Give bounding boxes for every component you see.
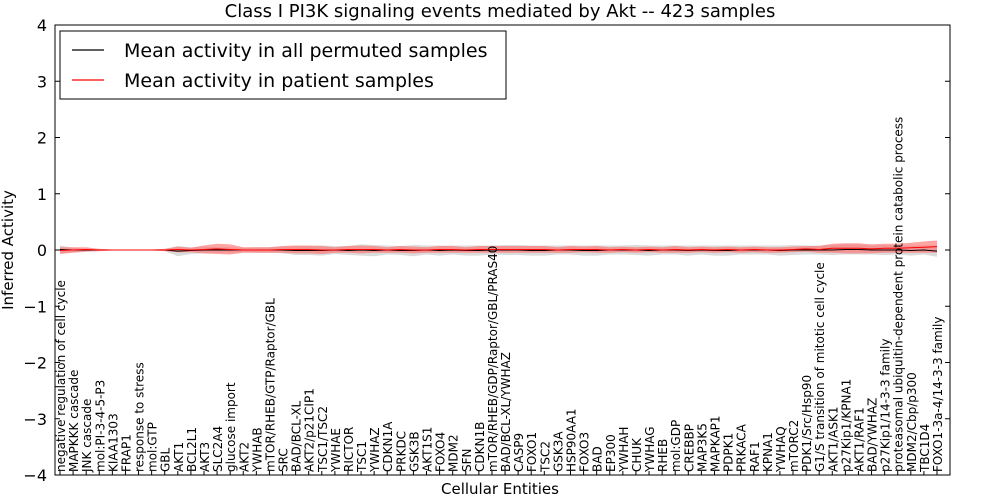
x-tick-label: CDKN1B <box>473 422 487 472</box>
x-tick-label: PRKDC <box>394 431 408 472</box>
x-tick-label: PDPK1 <box>722 433 736 472</box>
x-tick-label: MAPKKK cascade <box>67 370 81 472</box>
x-tick-label: TSC2 <box>538 441 552 473</box>
legend-label-patient: Mean activity in patient samples <box>124 70 434 92</box>
legend-label-permuted: Mean activity in all permuted samples <box>124 40 487 62</box>
x-tick-label: AKT1/RAF1 <box>852 407 866 472</box>
x-tick-label: PRKACA <box>735 423 749 472</box>
x-axis-tick-labels: negative regulation of cell cycle MAPKKK … <box>54 117 945 475</box>
x-tick-label: SRC <box>277 448 291 472</box>
line-permuted <box>59 248 938 252</box>
x-tick-label: proteasomal ubiquitin-dependent protein … <box>892 117 906 472</box>
x-tick-label: p27Kip1/KPNA1 <box>839 379 853 472</box>
x-tick-label: AKT3 <box>198 442 212 472</box>
x-tick-label: mol:PI-3-4-5-P3 <box>93 380 107 472</box>
x-tick-label: YWHAB <box>250 427 264 473</box>
x-tick-label: TBC1D4 <box>918 424 932 473</box>
x-tick-label: response to stress <box>133 362 147 472</box>
legend: Mean activity in all permuted samples Me… <box>59 30 507 100</box>
x-tick-label: MAPKAP1 <box>708 415 722 472</box>
line-patient <box>59 246 938 252</box>
x-tick-label: mTOR/RHEB/GDP/Raptor/GBL/PRAS40 <box>486 246 500 472</box>
y-tick-label: −1 <box>23 297 47 316</box>
x-tick-label: RICTOR <box>342 427 356 472</box>
x-tick-label: BAD/BCL-XL/YWHAZ <box>499 352 513 472</box>
x-tick-label: CDKN1A <box>381 421 395 472</box>
x-tick-label: TSC1/TSC2 <box>316 406 330 473</box>
x-tick-label: RHEB <box>656 439 670 472</box>
x-tick-label: GSK3B <box>407 431 421 472</box>
x-tick-label: FOXO3 <box>578 432 592 472</box>
x-axis-label: Cellular Entities <box>441 480 559 498</box>
x-tick-label: mol:GDP <box>669 420 683 472</box>
x-tick-label: p27Kip1/14-3-3 family <box>879 339 893 472</box>
series-lines <box>59 246 938 252</box>
y-tick-label: 3 <box>37 72 47 91</box>
x-tick-label: BAD/BCL-XL <box>290 400 304 472</box>
x-tick-label: AKT1S1 <box>421 427 435 472</box>
x-tick-label: KIAA1303 <box>106 413 120 472</box>
x-tick-label: FOXO1-3a-4/14-3-3 family <box>931 317 945 473</box>
x-tick-label: JNK cascade <box>80 399 94 473</box>
x-tick-label: AKT2 <box>237 442 251 472</box>
y-tick-label: 1 <box>37 185 47 204</box>
x-tick-label: FRAP1 <box>119 434 133 472</box>
x-tick-label: YWHAZ <box>368 427 382 473</box>
x-tick-label: SFN <box>460 449 474 473</box>
x-tick-label: CASP9 <box>512 433 526 472</box>
x-tick-label: MAP3K5 <box>695 423 709 472</box>
y-tick-label: −2 <box>23 354 47 373</box>
x-tick-label: YWHAQ <box>774 426 788 473</box>
x-tick-label: AKT2/p21CIP1 <box>303 388 317 472</box>
x-tick-label: AKT1 <box>172 442 186 472</box>
y-tick-label: −3 <box>23 410 47 429</box>
y-axis-label: Inferred Activity <box>0 190 17 310</box>
chart-title: Class I PI3K signaling events mediated b… <box>225 1 776 22</box>
x-tick-label: GBL <box>159 447 173 472</box>
x-tick-label: CREBBP <box>682 424 696 472</box>
y-tick-label: −4 <box>23 466 47 485</box>
x-tick-label: AKT1/ASK1 <box>826 407 840 472</box>
x-tick-label: mTORC2 <box>787 420 801 472</box>
x-tick-label: SLC2A4 <box>211 426 225 472</box>
y-tick-label: 0 <box>37 241 47 260</box>
x-tick-label: BCL2L1 <box>185 427 199 472</box>
x-tick-label: MDM2 <box>447 434 461 472</box>
y-tick-label: 2 <box>37 129 47 148</box>
x-tick-label: KPNA1 <box>761 432 775 472</box>
x-tick-label: YWHAH <box>617 427 631 473</box>
x-tick-label: mol:GTP <box>146 422 160 472</box>
x-tick-label: PDK1/Src/Hsp90 <box>800 375 814 472</box>
x-tick-label: YWHAE <box>329 428 343 473</box>
x-tick-label: mTOR/RHEB/GTP/Raptor/GBL <box>263 298 277 472</box>
x-tick-label: G1/S transition of mitotic cell cycle <box>813 262 827 472</box>
x-tick-label: BAD/YWHAZ <box>866 398 880 472</box>
x-tick-label: FOXO1 <box>525 432 539 472</box>
x-tick-label: FOXO4 <box>434 432 448 472</box>
x-tick-label: negative regulation of cell cycle <box>54 280 68 472</box>
x-tick-label: TSC1 <box>355 441 369 473</box>
x-tick-label: glucose import <box>224 382 238 472</box>
y-tick-label: 4 <box>37 16 47 35</box>
x-tick-label: HSP90AA1 <box>564 408 578 472</box>
legend-box <box>59 30 507 100</box>
x-tick-label: YWHAG <box>643 426 657 473</box>
y-axis-ticks: −4 −3 −2 −1 0 1 2 3 4 <box>23 16 950 485</box>
x-tick-label: GSK3A <box>551 431 565 472</box>
x-tick-label: MDM2/Cbp/p300 <box>905 372 919 472</box>
x-tick-label: BAD <box>591 446 605 472</box>
x-tick-label: CHUK <box>630 437 644 472</box>
x-tick-label: EP300 <box>604 434 618 472</box>
x-tick-label: RAF1 <box>748 441 762 472</box>
